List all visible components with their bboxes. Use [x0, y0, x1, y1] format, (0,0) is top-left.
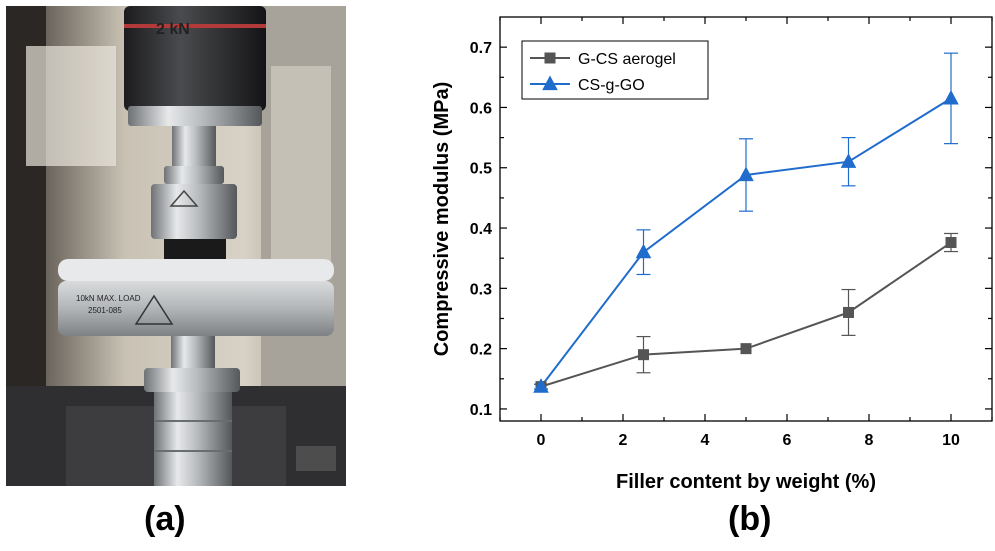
y-tick-label: 0.4 [470, 221, 492, 238]
g-cs-aerogel-series-line [540, 241, 952, 388]
test-rig-photo: 2 kN 10kN MAX. LOAD 2501-085 [6, 6, 346, 486]
cs-g-go-legend-label: CS-g-GO [578, 77, 645, 94]
chart-legend: G-CS aerogel CS-g-GO [521, 40, 709, 100]
cs-g-go-data-point [738, 166, 754, 182]
y-tick-label: 0.3 [470, 281, 492, 298]
x-axis-title: Filler content by weight (%) [616, 471, 876, 493]
x-tick-label: 10 [942, 432, 960, 449]
g-cs-aerogel-legend-label: G-CS aerogel [578, 51, 676, 68]
cs-g-go-data-point [840, 153, 857, 168]
panel-label-b: (b) [728, 500, 772, 538]
x-tick-label: 8 [865, 432, 874, 449]
y-tick-label: 0.6 [470, 100, 492, 117]
g-cs-aerogel-data-point [740, 343, 752, 355]
cs-g-go-data-point [943, 89, 959, 105]
y-tick-label: 0.7 [470, 40, 492, 57]
cs-g-go-legend-marker [542, 75, 558, 91]
y-tick-label: 0.2 [470, 342, 492, 359]
plate-text-line2: 2501-085 [88, 306, 122, 315]
panel-label-a: (a) [144, 500, 186, 538]
x-tick-label: 6 [783, 432, 792, 449]
y-tick-label: 0.5 [470, 161, 492, 178]
cs-g-go-data-point [635, 243, 652, 259]
g-cs-aerogel-data-point [945, 237, 957, 249]
y-axis-title: Compressive modulus (MPa) [431, 82, 453, 357]
g-cs-aerogel-legend-marker [544, 52, 556, 64]
cs-g-go-data-point [533, 378, 549, 393]
x-tick-label: 4 [701, 432, 710, 449]
g-cs-aerogel-data-point [638, 349, 649, 361]
g-cs-aerogel-data-point [843, 306, 854, 318]
x-tick-label: 0 [537, 432, 546, 449]
plate-text-line1: 10kN MAX. LOAD [76, 294, 141, 303]
load-cell-label: 2 kN [156, 21, 190, 38]
x-tick-label: 2 [619, 432, 628, 449]
y-tick-label: 0.1 [470, 402, 492, 419]
